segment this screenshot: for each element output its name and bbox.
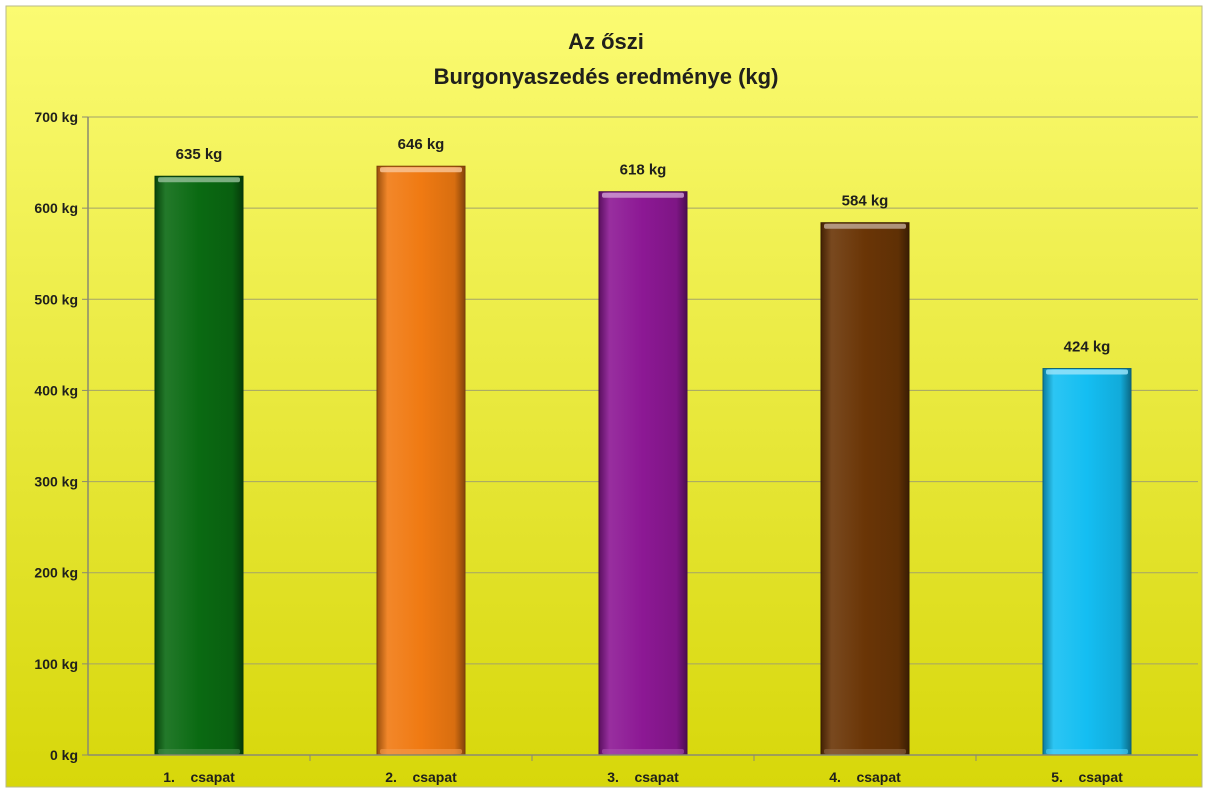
bar [1042, 368, 1132, 756]
y-tick-label: 700 kg [34, 109, 78, 125]
data-label: 635 kg [176, 146, 223, 163]
chart-title-line2: Burgonyaszedés eredménye (kg) [434, 64, 779, 89]
data-label: 424 kg [1064, 339, 1111, 356]
x-tick-label: 2. csapat [385, 769, 457, 785]
data-label: 584 kg [842, 193, 889, 210]
bar-top-highlight [602, 192, 684, 198]
bar-bottom-shade [602, 749, 684, 754]
bar-top-highlight [158, 177, 240, 183]
bar-top-highlight [1046, 369, 1128, 375]
bar-bottom-shade [1046, 749, 1128, 754]
bar-top-highlight [824, 223, 906, 229]
y-tick-label: 500 kg [34, 291, 78, 307]
data-labels: 635 kg 646 kg 618 kg 584 kg 424 kg [176, 136, 1111, 355]
bars [154, 165, 1132, 756]
bar-bottom-shade [824, 749, 906, 754]
y-axis-tick-labels: 0 kg 100 kg 200 kg 300 kg 400 kg 500 kg 600 kg… [34, 109, 78, 763]
y-tick-label: 400 kg [34, 382, 78, 398]
bar [598, 191, 688, 756]
data-label: 618 kg [620, 162, 667, 179]
data-label: 646 kg [398, 136, 445, 153]
y-tick-label: 600 kg [34, 200, 78, 216]
y-tick-label: 300 kg [34, 474, 78, 490]
bar [154, 175, 244, 756]
x-tick-label: 3. csapat [607, 769, 679, 785]
y-tick-label: 100 kg [34, 656, 78, 672]
bar-bottom-shade [380, 749, 462, 754]
bar [376, 165, 466, 756]
x-axis-tick-labels: 1. csapat 2. csapat 3. csapat 4. csapat 5. c… [163, 755, 1123, 785]
y-tick-label: 200 kg [34, 565, 78, 581]
bar-top-highlight [380, 167, 462, 173]
x-tick-label: 4. csapat [829, 769, 901, 785]
bar-bottom-shade [158, 749, 240, 754]
x-tick-label: 5. csapat [1051, 769, 1123, 785]
y-tick-label: 0 kg [50, 747, 78, 763]
chart-title-line1: Az őszi [568, 29, 644, 54]
bar [820, 222, 910, 756]
x-tick-label: 1. csapat [163, 769, 235, 785]
